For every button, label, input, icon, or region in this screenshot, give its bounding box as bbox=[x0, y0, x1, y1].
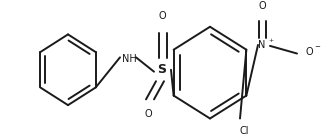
Text: O: O bbox=[158, 11, 166, 21]
Text: Cl: Cl bbox=[239, 126, 249, 136]
Text: −: − bbox=[314, 44, 320, 50]
Text: O: O bbox=[305, 47, 313, 57]
Text: O: O bbox=[144, 109, 152, 119]
Text: NH: NH bbox=[122, 54, 137, 63]
Text: O: O bbox=[258, 2, 266, 11]
Text: S: S bbox=[157, 63, 167, 76]
Text: +: + bbox=[268, 38, 273, 43]
Text: N: N bbox=[258, 40, 266, 50]
